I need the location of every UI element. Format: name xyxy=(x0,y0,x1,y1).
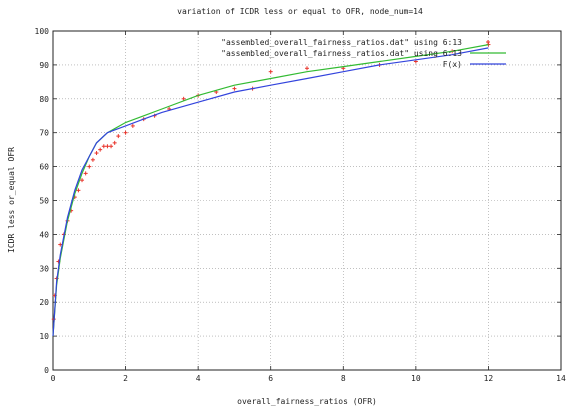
x-tick-label: 8 xyxy=(341,374,346,383)
y-tick-label: 20 xyxy=(39,298,49,307)
y-tick-label: 50 xyxy=(39,197,49,206)
y-tick-label: 80 xyxy=(39,95,49,104)
y-tick-label: 0 xyxy=(44,366,49,375)
data-point xyxy=(232,86,237,91)
data-point xyxy=(76,188,81,193)
legend-label: "assembled_overall_fairness_ratios.dat" … xyxy=(221,38,462,47)
y-tick-label: 60 xyxy=(39,163,49,172)
data-point xyxy=(305,66,309,71)
data-point xyxy=(105,144,110,149)
data-point xyxy=(90,157,95,162)
data-point xyxy=(80,178,85,183)
legend: "assembled_overall_fairness_ratios.dat" … xyxy=(221,38,506,69)
x-tick-label: 12 xyxy=(484,374,494,383)
data-point xyxy=(101,144,106,149)
data-point xyxy=(123,130,128,135)
legend-label: "assembled_overall_fairness_ratios.dat" … xyxy=(221,49,462,58)
x-tick-label: 10 xyxy=(411,374,421,383)
y-tick-label: 70 xyxy=(39,129,49,138)
y-tick-label: 10 xyxy=(39,332,49,341)
x-tick-label: 4 xyxy=(196,374,201,383)
data-point xyxy=(268,69,273,74)
x-tick-label: 2 xyxy=(123,374,128,383)
x-tick-label: 6 xyxy=(268,374,273,383)
series-layer xyxy=(51,42,491,337)
legend-swatch xyxy=(486,40,490,44)
data-point xyxy=(58,242,63,247)
data-point xyxy=(130,123,135,128)
series-line-3 xyxy=(52,47,489,337)
y-tick-label: 30 xyxy=(39,264,49,273)
y-axis-ticks: 0 10 20 30 40 50 60 70 80 90 100 xyxy=(35,27,561,375)
series-line-2 xyxy=(52,44,489,337)
x-tick-label: 0 xyxy=(51,374,56,383)
data-point xyxy=(112,140,117,145)
data-point xyxy=(87,164,92,169)
y-tick-label: 100 xyxy=(35,27,50,36)
data-point xyxy=(181,96,186,101)
x-axis-label: overall_fairness_ratios (OFR) xyxy=(237,397,377,406)
grid-lines xyxy=(53,31,561,370)
y-axis-label: ICDR less or_equal OFR xyxy=(7,147,16,253)
plot-frame xyxy=(52,30,562,371)
data-point xyxy=(98,147,103,152)
x-tick-label: 14 xyxy=(556,374,566,383)
data-point xyxy=(94,151,99,156)
data-point xyxy=(83,171,88,176)
legend-label: F(x) xyxy=(443,60,462,69)
data-point xyxy=(109,144,114,149)
chart-title: variation of ICDR less or equal to OFR, … xyxy=(177,7,423,16)
x-axis-ticks: 0 2 4 6 8 10 12 14 xyxy=(51,31,566,383)
data-point xyxy=(116,134,121,139)
y-tick-label: 90 xyxy=(39,61,49,70)
y-tick-label: 40 xyxy=(39,230,49,239)
